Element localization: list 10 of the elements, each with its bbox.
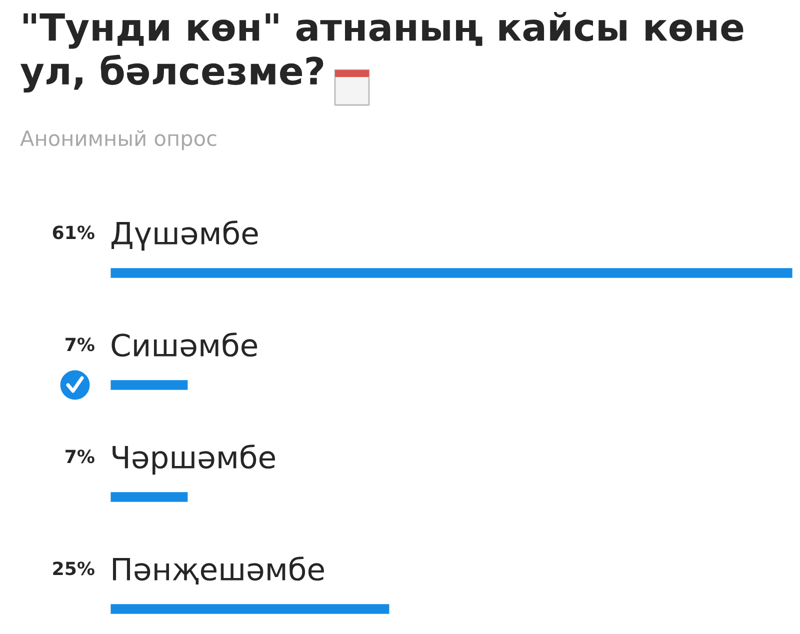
y-tick-label: Пәнҗешәмбе: [113, 556, 324, 584]
y-tick-label: Дүшәмбе: [112, 220, 258, 251]
data-label: 7%: [66, 338, 94, 352]
y-tick-label: Сишәмбе: [112, 332, 258, 357]
chart-subtitle: Анонимный опрос: [20, 130, 216, 150]
data-label: 61%: [52, 226, 94, 240]
data-label: 7%: [66, 450, 94, 464]
chart-title: "Тунди көн" атнаның кайсы көне ул, бәлсезме?: [20, 12, 744, 93]
y-tick-label: Чәршәмбе: [112, 444, 275, 475]
data-label: 25%: [53, 562, 94, 576]
